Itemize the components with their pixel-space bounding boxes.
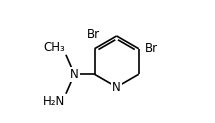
Text: N: N xyxy=(70,68,79,81)
Text: N: N xyxy=(112,81,121,93)
Text: H₂N: H₂N xyxy=(42,95,65,108)
Text: Br: Br xyxy=(87,28,100,41)
Text: CH₃: CH₃ xyxy=(43,41,65,54)
Text: Br: Br xyxy=(145,42,158,55)
